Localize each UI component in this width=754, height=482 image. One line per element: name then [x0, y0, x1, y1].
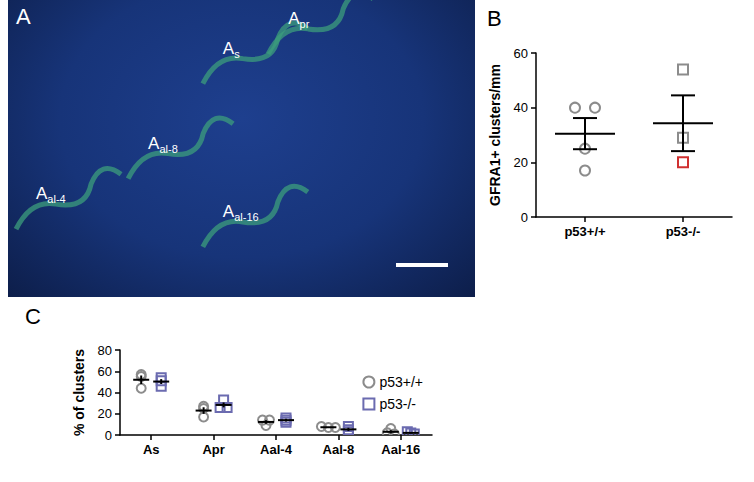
svg-text:p53-/-: p53-/- [666, 224, 701, 239]
svg-text:Aal-8: Aal-8 [323, 442, 355, 457]
svg-text:0: 0 [105, 428, 112, 443]
svg-text:Aal-16: Aal-16 [381, 442, 420, 457]
html-text:Aal-16: Aal-16 [222, 202, 259, 224]
svg-text:p53-/-: p53-/- [379, 396, 416, 412]
svg-text:40: 40 [514, 100, 528, 115]
html-text:A: A [16, 4, 31, 29]
svg-text:p53+/+: p53+/+ [564, 224, 606, 239]
html-text:Apr: Apr [288, 8, 310, 31]
svg-text:80: 80 [98, 343, 112, 358]
html-text:Aal-4: Aal-4 [36, 184, 66, 206]
html-text:As: As [222, 38, 240, 60]
svg-text:Aal-4: Aal-4 [260, 442, 293, 457]
svg-text:GFRA1+ clusters/mm: GFRA1+ clusters/mm [487, 64, 503, 206]
svg-text:60: 60 [98, 364, 112, 379]
svg-text:60: 60 [514, 46, 528, 61]
svg-text:0: 0 [521, 210, 528, 225]
svg-text:20: 20 [514, 155, 528, 170]
svg-text:p53+/+: p53+/+ [379, 374, 423, 390]
svg-text:As: As [143, 442, 160, 457]
svg-text:B: B [487, 6, 502, 31]
svg-text:C: C [25, 304, 41, 329]
svg-text:20: 20 [98, 406, 112, 421]
html-text:Aal-8: Aal-8 [148, 133, 178, 155]
svg-text:Apr: Apr [202, 442, 224, 457]
svg-text:40: 40 [98, 385, 112, 400]
svg-text:% of clusters: % of clusters [71, 349, 87, 436]
